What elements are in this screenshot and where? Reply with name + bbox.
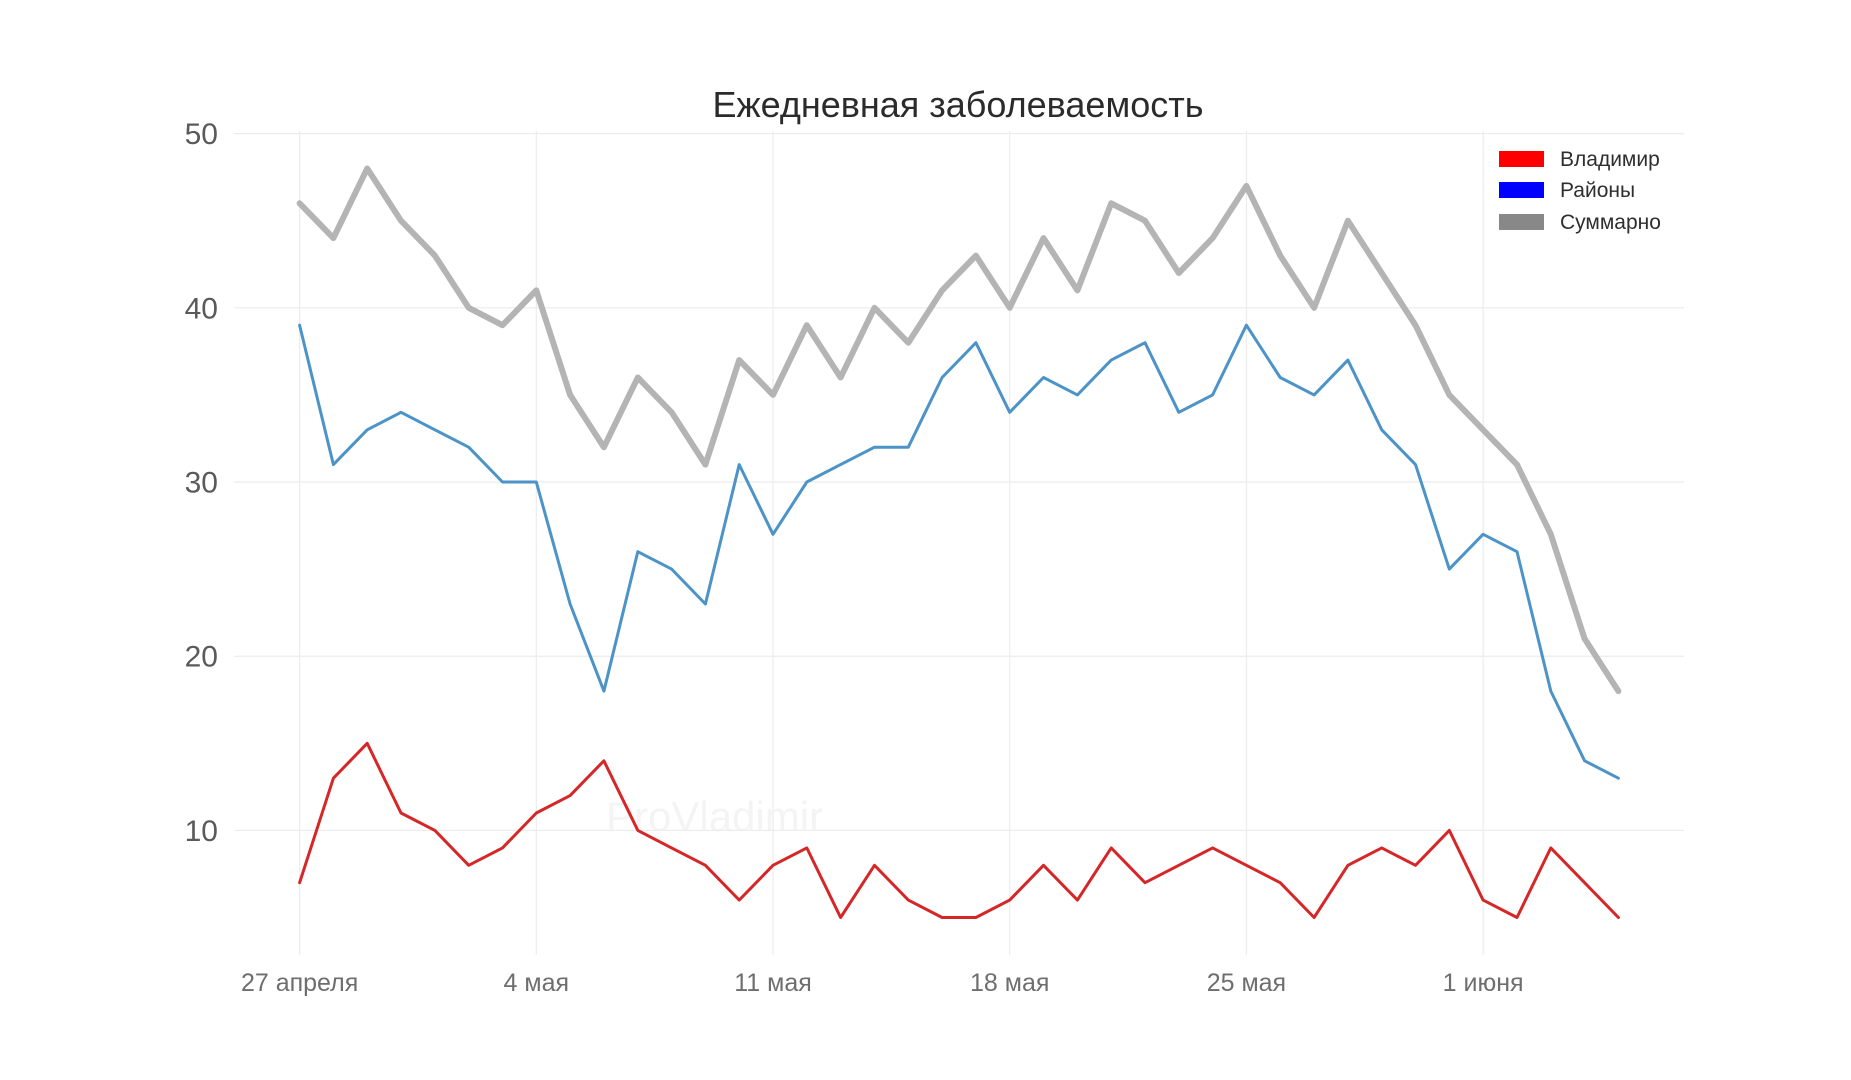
y-axis-tick-labels: 10 20 30 40 50: [185, 118, 218, 848]
y-tick-label-40: 40: [185, 292, 218, 325]
legend: Владимир Районы Суммарно: [1499, 148, 1661, 234]
gridlines: [234, 131, 1684, 955]
x-tick-label-4: 25 мая: [1207, 969, 1286, 997]
legend-label-vladimir: Владимир: [1560, 148, 1660, 171]
y-tick-label-20: 20: [185, 641, 218, 674]
legend-swatch-rayony: [1499, 182, 1544, 198]
series-line-summarno: [296, 165, 1622, 695]
legend-label-summarno: Суммарно: [1560, 211, 1661, 234]
legend-item-rayony: Районы: [1499, 179, 1635, 202]
y-tick-label-30: 30: [185, 467, 218, 500]
y-tick-label-10: 10: [185, 815, 218, 848]
x-tick-label-3: 18 мая: [970, 969, 1049, 997]
x-axis-tick-labels: 27 апреля 4 мая 11 мая 18 мая 25 мая 1 июня: [241, 969, 1524, 997]
legend-swatch-summarno: [1499, 214, 1544, 230]
watermark: ProVladimir: [606, 793, 823, 840]
legend-item-summarno: Суммарно: [1499, 211, 1661, 234]
legend-item-vladimir: Владимир: [1499, 148, 1660, 171]
legend-label-rayony: Районы: [1560, 179, 1635, 202]
y-tick-label-50: 50: [185, 118, 218, 151]
series-line-vladimir: [298, 741, 1620, 919]
series-line-rayony: [298, 323, 1620, 780]
x-tick-label-5: 1 июня: [1443, 969, 1524, 997]
x-tick-label-2: 11 мая: [734, 969, 812, 997]
series-lines: [296, 165, 1622, 919]
x-tick-label-1: 4 мая: [504, 969, 569, 997]
x-tick-label-0: 27 апреля: [241, 969, 358, 997]
legend-swatch-vladimir: [1499, 151, 1544, 167]
chart-title: Ежедневная заболеваемость: [713, 84, 1204, 125]
